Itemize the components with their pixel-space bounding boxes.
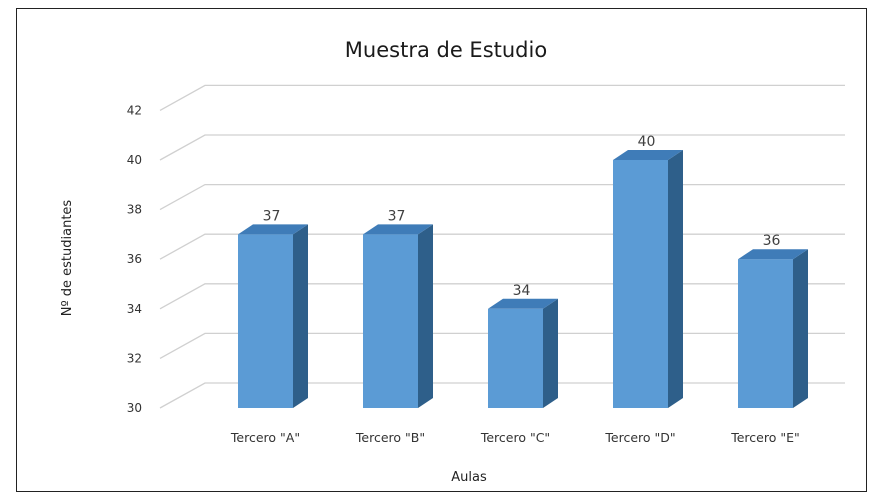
gridline xyxy=(160,135,845,160)
y-tick-label: 38 xyxy=(127,203,142,217)
data-label: 34 xyxy=(513,283,531,299)
bar-side xyxy=(793,249,808,408)
data-label: 37 xyxy=(388,208,406,224)
bar xyxy=(738,249,808,408)
gridline xyxy=(160,185,845,210)
x-tick-label: Tercero "D" xyxy=(604,430,675,445)
x-tick-label: Tercero "E" xyxy=(730,430,800,445)
y-tick-label: 40 xyxy=(127,153,142,167)
y-tick-label: 30 xyxy=(127,401,142,415)
bars xyxy=(238,150,808,408)
x-tick-label: Tercero "A" xyxy=(230,430,300,445)
y-tick-labels: 30 32 34 36 38 40 42 xyxy=(127,103,142,415)
y-tick-label: 34 xyxy=(127,302,142,316)
bar xyxy=(238,224,308,408)
x-tick-label: Tercero "B" xyxy=(355,430,425,445)
y-tick-label: 36 xyxy=(127,252,142,266)
bar-side xyxy=(668,150,683,408)
chart-title: Muestra de Estudio xyxy=(345,38,547,62)
bar-side xyxy=(418,224,433,408)
y-tick-label: 42 xyxy=(127,103,142,117)
bar xyxy=(488,299,558,408)
bar-side xyxy=(543,299,558,408)
x-axis-title: Aulas xyxy=(451,470,487,485)
bar-front xyxy=(363,234,418,408)
bar-front xyxy=(613,160,668,408)
y-tick-label: 32 xyxy=(127,351,142,365)
gridline xyxy=(160,85,845,110)
bar xyxy=(363,224,433,408)
data-label: 36 xyxy=(763,233,781,249)
bar-front xyxy=(738,259,793,408)
x-tick-labels: Tercero "A" Tercero "B" Tercero "C" Tercero… xyxy=(230,430,800,445)
data-label: 37 xyxy=(263,208,281,224)
bar-side xyxy=(293,224,308,408)
bar xyxy=(613,150,683,408)
bar-front xyxy=(488,309,543,408)
data-labels: 37 37 34 40 36 xyxy=(263,134,781,299)
y-axis-title: Nº de estudiantes xyxy=(60,200,75,317)
bar-front xyxy=(238,234,293,408)
data-label: 40 xyxy=(638,134,656,150)
x-tick-label: Tercero "C" xyxy=(480,430,550,445)
